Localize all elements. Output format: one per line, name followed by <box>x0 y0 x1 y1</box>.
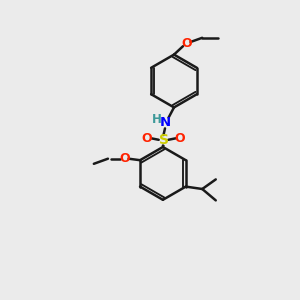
Text: O: O <box>175 131 185 145</box>
Text: S: S <box>158 134 169 147</box>
Text: O: O <box>142 131 152 145</box>
Text: N: N <box>159 116 171 130</box>
Text: O: O <box>119 152 130 165</box>
Text: H: H <box>152 113 161 126</box>
Text: O: O <box>181 37 192 50</box>
